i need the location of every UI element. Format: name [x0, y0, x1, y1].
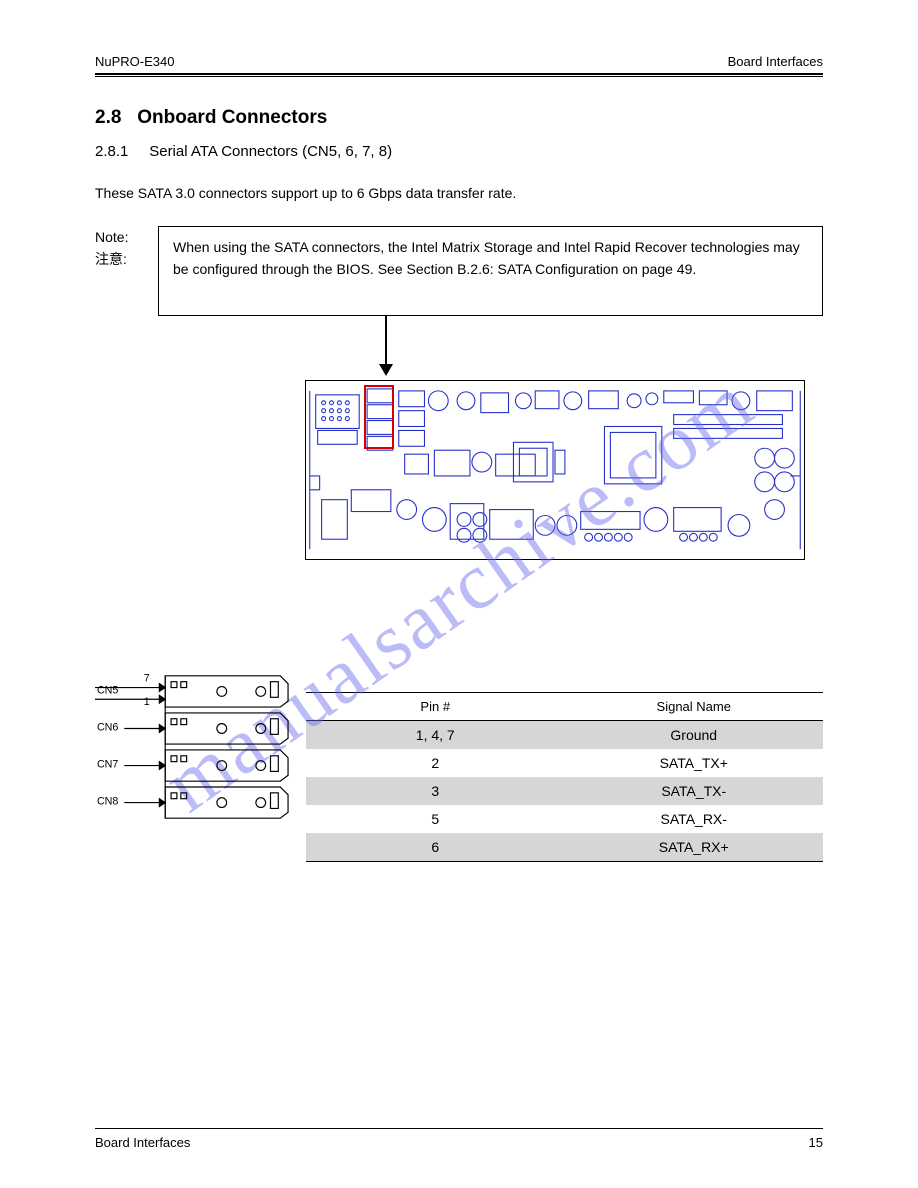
note-text: When using the SATA connectors, the Inte… [158, 226, 823, 316]
connector-pinout-diagram: 7 1 CN5 CN6 CN7 CN8 [95, 670, 290, 862]
cell: 3 [306, 777, 565, 805]
svg-text:CN6: CN6 [97, 721, 118, 733]
cell: SATA_RX+ [565, 833, 824, 862]
note-panel: Note: 注意: When using the SATA connectors… [95, 226, 823, 316]
note-label-zh: 注意: [95, 248, 155, 270]
note-label: Note: 注意: [95, 226, 155, 270]
subsection-title: Serial ATA Connectors (CN5, 6, 7, 8) [149, 143, 392, 160]
subsection-heading: 2.8.1 Serial ATA Connectors (CN5, 6, 7, … [95, 141, 823, 164]
pcb-diagram [305, 380, 805, 560]
table-row: 5 SATA_RX- [306, 805, 823, 833]
pin-table: Pin # Signal Name 1, 4, 7 Ground 2 SATA_… [306, 692, 823, 862]
svg-text:7: 7 [144, 673, 150, 685]
pcb-svg [306, 381, 804, 559]
cell: SATA_TX- [565, 777, 824, 805]
svg-text:1: 1 [144, 696, 150, 708]
callout-arrow [95, 316, 823, 380]
cell: 5 [306, 805, 565, 833]
pinout-section: 7 1 CN5 CN6 CN7 CN8 Pin # Signal Name [95, 670, 823, 862]
table-row: 6 SATA_RX+ [306, 833, 823, 862]
svg-text:CN8: CN8 [97, 795, 118, 807]
table-row: 1, 4, 7 Ground [306, 720, 823, 749]
header-rule [95, 73, 823, 77]
footer-page-number: 15 [809, 1135, 823, 1150]
pin-table-header-signal: Signal Name [565, 692, 824, 720]
footer-left: Board Interfaces [95, 1135, 190, 1150]
page: NuPRO-E340 Board Interfaces 2.8 Onboard … [0, 0, 918, 1188]
cell: SATA_TX+ [565, 749, 824, 777]
note-label-en: Note: [95, 226, 155, 248]
table-row: 3 SATA_TX- [306, 777, 823, 805]
section-title-text: Onboard Connectors [137, 107, 327, 128]
cell: Ground [565, 720, 824, 749]
pin-table-header-pin: Pin # [306, 692, 565, 720]
section-heading: 2.8 Onboard Connectors [95, 107, 823, 129]
page-footer: Board Interfaces 15 [95, 1128, 823, 1150]
page-header: NuPRO-E340 Board Interfaces [95, 54, 823, 73]
pin-table-wrap: Pin # Signal Name 1, 4, 7 Ground 2 SATA_… [306, 692, 823, 862]
table-row: 2 SATA_TX+ [306, 749, 823, 777]
svg-text:CN5: CN5 [97, 684, 118, 696]
cell: SATA_RX- [565, 805, 824, 833]
svg-text:CN7: CN7 [97, 758, 118, 770]
cell: 2 [306, 749, 565, 777]
section-number: 2.8 [95, 107, 121, 128]
header-right: Board Interfaces [728, 54, 823, 69]
subsection-number: 2.8.1 [95, 143, 128, 160]
cell: 1, 4, 7 [306, 720, 565, 749]
header-left: NuPRO-E340 [95, 54, 174, 69]
cell: 6 [306, 833, 565, 862]
body-paragraph: These SATA 3.0 connectors support up to … [95, 182, 823, 204]
